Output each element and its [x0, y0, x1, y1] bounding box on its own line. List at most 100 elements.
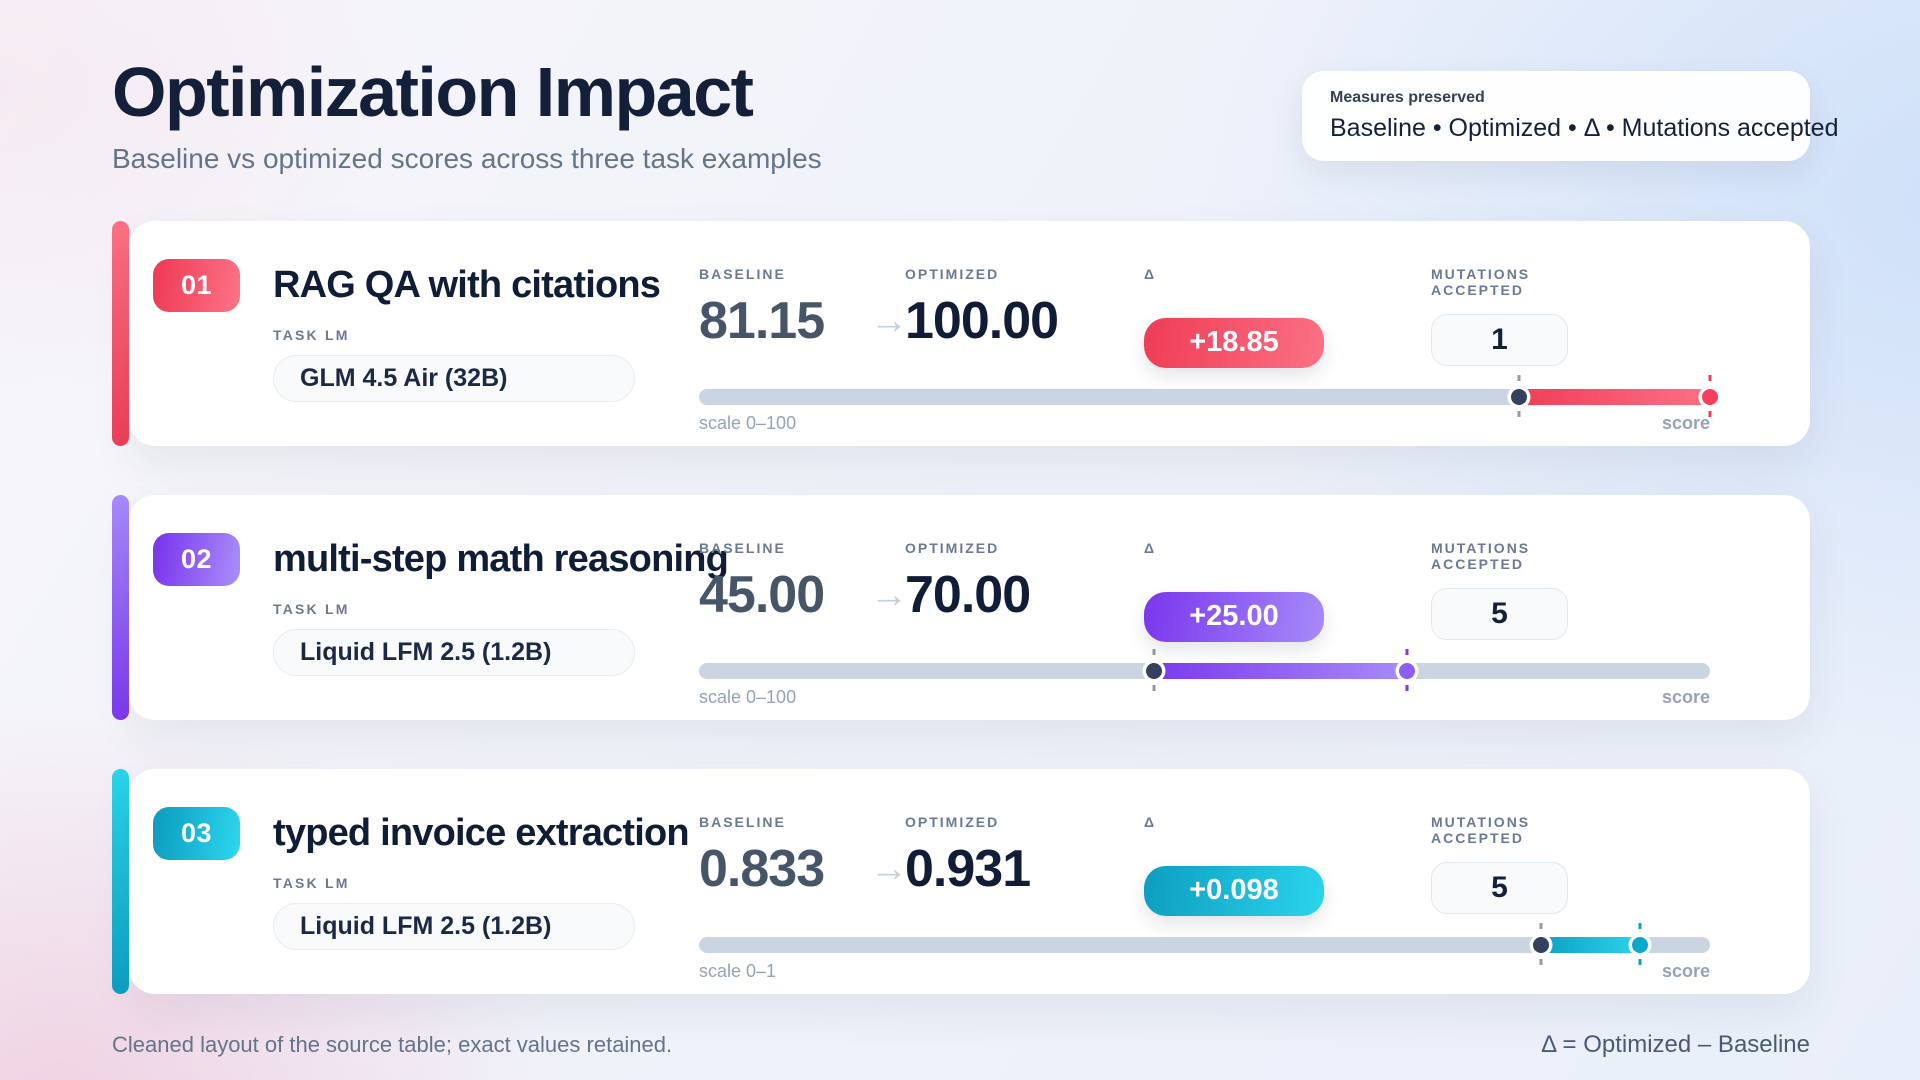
baseline-metric: BASELINE 0.833 [699, 814, 870, 895]
accent-stripe [112, 768, 129, 994]
mutations-metric: MUTATIONS ACCEPTED 1 [1431, 266, 1710, 366]
model-pill: Liquid LFM 2.5 (1.2B) [273, 902, 635, 950]
optimized-marker [1702, 388, 1718, 405]
badge-row: 03 typed invoice extraction [153, 806, 699, 860]
score-bar [699, 922, 1710, 967]
scale-row: scale 0–1 score [699, 961, 1710, 982]
delta-label: Δ [1144, 813, 1157, 830]
arrow-right-icon: → [870, 299, 908, 342]
mutations-count: 5 [1431, 861, 1568, 914]
card-title: typed invoice extraction [273, 811, 690, 854]
metrics-row: BASELINE 81.15 OPTIMIZED → 100.00 Δ [699, 266, 1710, 368]
baseline-value: 81.15 [699, 291, 825, 350]
accent-stripe [112, 220, 129, 446]
optimized-value-row: → 70.00 [870, 569, 1144, 621]
optimized-metric: OPTIMIZED → 0.931 [870, 814, 1144, 895]
baseline-marker [1533, 936, 1550, 953]
mutations-metric: MUTATIONS ACCEPTED 5 [1431, 814, 1710, 914]
arrow-right-icon: → [870, 573, 908, 616]
delta-badge: +18.85 [1144, 317, 1324, 368]
optimized-value: 100.00 [905, 291, 1059, 350]
task-lm-label: TASK LM [273, 600, 350, 617]
delta-metric: Δ +0.098 [1144, 814, 1431, 916]
header: Optimization Impact Baseline vs optimize… [112, 56, 1839, 175]
card-metrics-zone: BASELINE 0.833 OPTIMIZED → 0.931 Δ [699, 807, 1710, 982]
baseline-label: BASELINE [699, 813, 786, 830]
model-pill: Liquid LFM 2.5 (1.2B) [273, 628, 635, 676]
footer: Cleaned layout of the source table; exac… [112, 1031, 1810, 1059]
score-label: score [1661, 686, 1710, 707]
title-block: Optimization Impact Baseline vs optimize… [112, 56, 822, 175]
score-label: score [1661, 412, 1710, 433]
scale-label: scale 0–1 [699, 960, 777, 981]
card-number-badge: 01 [153, 258, 240, 312]
delta-metric: Δ +25.00 [1144, 540, 1431, 642]
baseline-label: BASELINE [699, 265, 786, 282]
scale-row: scale 0–100 score [699, 687, 1710, 708]
delta-badge: +25.00 [1144, 591, 1324, 642]
score-label: score [1661, 960, 1710, 981]
card-body: 03 typed invoice extraction TASK LM Liqu… [129, 768, 1810, 994]
mutations-metric: MUTATIONS ACCEPTED 5 [1431, 540, 1710, 640]
card-left-zone: 03 typed invoice extraction TASK LM Liqu… [153, 806, 699, 982]
optimized-value-row: → 100.00 [870, 295, 1144, 347]
card-metrics-zone: BASELINE 81.15 OPTIMIZED → 100.00 Δ [699, 259, 1718, 434]
metrics-row: BASELINE 45.00 OPTIMIZED → 70.00 Δ [699, 540, 1710, 642]
optimized-label: OPTIMIZED [905, 265, 1000, 282]
card-left-zone: 01 RAG QA with citations TASK LM GLM 4.5… [153, 258, 699, 434]
card-body: 02 multi-step math reasoning TASK LM Liq… [129, 494, 1810, 720]
task-lm-block: TASK LM GLM 4.5 Air (32B) [273, 327, 699, 402]
scale-row: scale 0–100 score [699, 413, 1710, 434]
task-card-1: 01 RAG QA with citations TASK LM GLM 4.5… [112, 220, 1810, 446]
mutations-count: 5 [1431, 587, 1568, 640]
measures-preserved-value: Baseline • Optimized • Δ • Mutations acc… [1330, 114, 1839, 142]
optimized-marker [1398, 662, 1415, 679]
delta-badge: +0.098 [1144, 865, 1324, 916]
task-card-2: 02 multi-step math reasoning TASK LM Liq… [112, 494, 1810, 720]
badge-row: 01 RAG QA with citations [153, 258, 699, 312]
task-lm-label: TASK LM [273, 874, 350, 891]
optimized-value: 70.00 [905, 565, 1031, 624]
mutations-count: 1 [1431, 313, 1568, 366]
bar-fill [1519, 388, 1710, 405]
mutations-label: MUTATIONS ACCEPTED [1431, 813, 1531, 846]
baseline-metric: BASELINE 81.15 [699, 266, 870, 347]
card-body: 01 RAG QA with citations TASK LM GLM 4.5… [129, 220, 1810, 446]
footer-note: Cleaned layout of the source table; exac… [112, 1031, 673, 1057]
page-subtitle: Baseline vs optimized scores across thre… [112, 142, 822, 174]
task-lm-block: TASK LM Liquid LFM 2.5 (1.2B) [273, 601, 699, 676]
accent-stripe [112, 494, 129, 720]
page-title: Optimization Impact [112, 53, 754, 131]
task-card-3: 03 typed invoice extraction TASK LM Liqu… [112, 768, 1810, 994]
optimized-value: 0.931 [905, 839, 1031, 898]
measures-preserved-card: Measures preserved Baseline • Optimized … [1302, 71, 1839, 161]
task-lm-block: TASK LM Liquid LFM 2.5 (1.2B) [273, 875, 699, 950]
delta-metric: Δ +18.85 [1144, 266, 1431, 368]
card-number-badge: 03 [153, 806, 240, 860]
score-bar [699, 374, 1718, 419]
delta-label: Δ [1144, 265, 1157, 282]
optimized-value-row: → 0.931 [870, 843, 1144, 895]
baseline-metric: BASELINE 45.00 [699, 540, 870, 621]
baseline-marker [1511, 388, 1528, 405]
baseline-marker [1145, 662, 1162, 679]
bar-fill [1541, 936, 1641, 953]
delta-formula: Δ = Optimized – Baseline [1541, 1030, 1810, 1058]
task-cards: 01 RAG QA with citations TASK LM GLM 4.5… [112, 220, 1810, 994]
card-title: RAG QA with citations [273, 263, 661, 306]
card-title: multi-step math reasoning [273, 537, 729, 580]
scale-label: scale 0–100 [699, 686, 797, 707]
mutations-label: MUTATIONS ACCEPTED [1431, 539, 1531, 572]
optimized-label: OPTIMIZED [905, 539, 1000, 556]
baseline-label: BASELINE [699, 539, 786, 556]
bar-fill [1153, 662, 1407, 679]
scale-label: scale 0–100 [699, 412, 797, 433]
card-metrics-zone: BASELINE 45.00 OPTIMIZED → 70.00 Δ [699, 533, 1710, 708]
baseline-value: 0.833 [699, 839, 825, 898]
model-pill: GLM 4.5 Air (32B) [273, 354, 635, 402]
badge-row: 02 multi-step math reasoning [153, 532, 729, 586]
optimized-metric: OPTIMIZED → 100.00 [870, 266, 1144, 347]
task-lm-label: TASK LM [273, 326, 350, 343]
optimized-label: OPTIMIZED [905, 813, 1000, 830]
